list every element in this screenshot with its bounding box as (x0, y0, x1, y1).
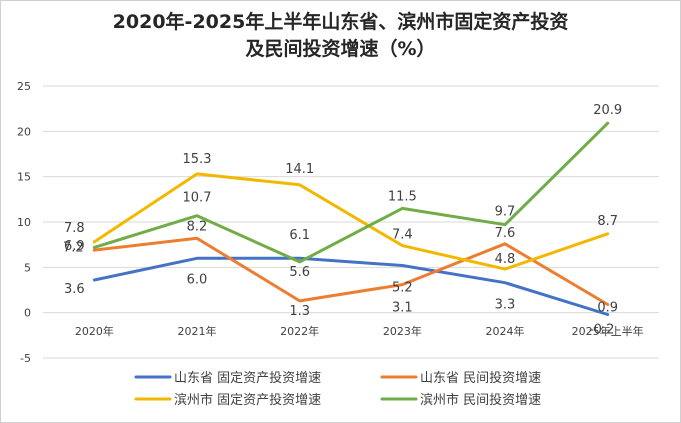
y-tick-label: 0 (24, 307, 31, 320)
data-label: 6.0 (187, 272, 208, 287)
legend-label: 山东省 民间投资增速 (420, 370, 541, 386)
x-tick-label: 2020年 (75, 324, 114, 338)
chart-title-line-1: 2020年-2025年上半年山东省、滨州市固定资产投资 (112, 11, 569, 33)
x-tick-label: 2021年 (178, 324, 217, 338)
data-label: 3.3 (495, 298, 516, 313)
data-label: 10.7 (183, 191, 212, 206)
data-label: -0.2 (589, 322, 614, 337)
y-tick-label: 25 (17, 80, 31, 93)
legend-label: 滨州市 固定资产投资增速 (174, 392, 321, 408)
data-label: 11.5 (388, 189, 417, 204)
x-tick-label: 2024年 (486, 324, 525, 338)
data-label: 8.7 (597, 214, 618, 229)
data-label: 20.9 (593, 103, 622, 118)
y-tick-label: 15 (17, 171, 31, 184)
series-line-0 (92, 256, 610, 316)
data-label: 0.9 (597, 301, 618, 316)
data-label: 4.8 (495, 252, 516, 267)
x-tick-label: 2025年上半年 (572, 324, 644, 338)
y-tick-label: 20 (17, 125, 31, 138)
data-label: 6.9 (64, 239, 85, 254)
x-tick-label: 2023年 (383, 324, 422, 338)
legend-label: 山东省 固定资产投资增速 (174, 370, 321, 386)
data-label: 5.6 (289, 265, 310, 280)
chart-title: 2020年-2025年上半年山东省、滨州市固定资产投资 及民间投资增速（%） (1, 9, 680, 63)
y-tick-label: 5 (24, 261, 31, 274)
data-label: 8.2 (187, 219, 208, 234)
legend-label: 滨州市 民间投资增速 (420, 392, 541, 408)
data-label: 9.7 (495, 205, 516, 220)
data-label: 6.1 (289, 228, 310, 243)
series-line-2 (92, 172, 610, 271)
data-label: 3.6 (64, 282, 85, 297)
data-label: 7.4 (392, 228, 413, 243)
data-label: 3.1 (392, 301, 413, 316)
series-line-1 (92, 236, 610, 306)
data-label: 14.1 (285, 162, 314, 177)
series-line-3 (92, 121, 610, 264)
x-tick-label: 2022年 (280, 324, 319, 338)
data-label: 15.3 (183, 152, 212, 167)
data-label: 7.2 (63, 240, 84, 255)
data-label: 5.2 (392, 281, 413, 296)
data-label: 1.3 (289, 304, 310, 319)
y-tick-label: 10 (17, 216, 31, 229)
data-label: 7.6 (495, 226, 516, 241)
data-label: 7.8 (64, 221, 85, 236)
chart-title-line-2: 及民间投资增速（%） (245, 38, 436, 60)
y-tick-label: -5 (20, 352, 31, 365)
